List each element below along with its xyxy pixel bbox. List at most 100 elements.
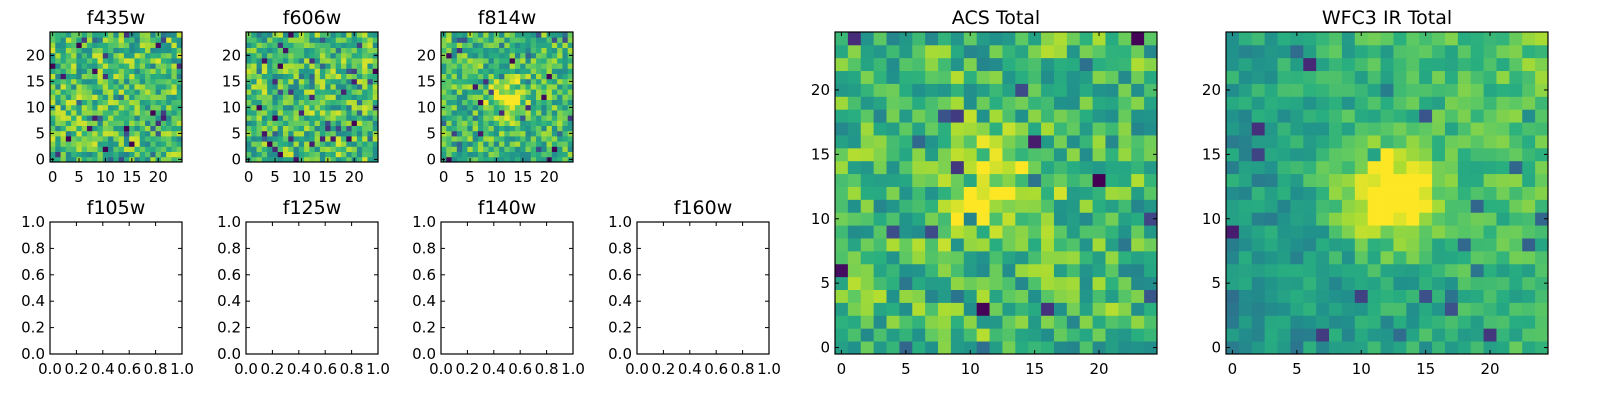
heatmap-cell bbox=[1419, 250, 1433, 265]
heatmap-cell bbox=[118, 120, 125, 126]
heatmap-cell bbox=[886, 44, 900, 59]
heatmap-cell bbox=[536, 58, 542, 64]
heatmap-cell bbox=[1380, 57, 1394, 72]
panel-title: f160w bbox=[674, 197, 733, 219]
heatmap-cell bbox=[272, 47, 279, 54]
heatmap-cell bbox=[1118, 315, 1132, 329]
heatmap-cell bbox=[462, 47, 468, 54]
heatmap-cell bbox=[472, 73, 479, 80]
heatmap-cell bbox=[293, 146, 300, 152]
heatmap-cell bbox=[462, 141, 468, 147]
heatmap-cell bbox=[886, 263, 900, 278]
heatmap-cell bbox=[1066, 70, 1081, 84]
heatmap-cell bbox=[1535, 328, 1549, 342]
heatmap-cell bbox=[1522, 122, 1536, 136]
heatmap-cell bbox=[1041, 276, 1055, 290]
heatmap-cell bbox=[456, 52, 463, 59]
heatmap-cell bbox=[335, 151, 342, 158]
heatmap-cell bbox=[886, 315, 900, 329]
heatmap-cell bbox=[1419, 199, 1433, 213]
heatmap-cell bbox=[166, 68, 172, 74]
axes-frame bbox=[440, 31, 574, 163]
heatmap-cell bbox=[541, 99, 547, 106]
heatmap-cell bbox=[446, 42, 452, 48]
heatmap-cell bbox=[108, 73, 114, 80]
heatmap-cell bbox=[356, 52, 363, 59]
heatmap-cell bbox=[557, 136, 563, 142]
heatmap-cell bbox=[1053, 328, 1068, 342]
x-tick-label: 0 bbox=[244, 168, 254, 186]
heatmap-cell bbox=[367, 110, 374, 116]
heatmap-cell bbox=[65, 47, 72, 54]
heatmap-cell bbox=[150, 32, 156, 38]
heatmap-cell bbox=[1131, 32, 1145, 46]
heatmap-cell bbox=[488, 120, 495, 126]
heatmap-cell bbox=[1341, 250, 1356, 265]
y-tick-label: 0.0 bbox=[21, 345, 45, 363]
heatmap-cell bbox=[1316, 135, 1330, 149]
heatmap-cell bbox=[1028, 186, 1042, 200]
heatmap-cell bbox=[1277, 263, 1291, 278]
heatmap-cell bbox=[171, 68, 178, 74]
heatmap-cell bbox=[288, 156, 294, 163]
heatmap-cell bbox=[1509, 135, 1523, 149]
heatmap-cell bbox=[1406, 109, 1420, 123]
heatmap-cell bbox=[446, 130, 452, 137]
heatmap-cell bbox=[351, 73, 358, 80]
heatmap-cell bbox=[92, 151, 98, 158]
heatmap-cell bbox=[246, 110, 252, 116]
heatmap-cell bbox=[1380, 238, 1394, 252]
heatmap-cell bbox=[1015, 212, 1029, 226]
heatmap-cell bbox=[462, 130, 468, 137]
heatmap-cell bbox=[145, 104, 151, 111]
heatmap-cell bbox=[456, 99, 463, 106]
heatmap-cell bbox=[1406, 147, 1420, 162]
heatmap-cell bbox=[335, 141, 342, 147]
heatmap-cell bbox=[462, 125, 468, 132]
heatmap-cell bbox=[97, 94, 104, 100]
heatmap-cell bbox=[499, 146, 505, 152]
heatmap-cell bbox=[282, 47, 289, 54]
heatmap-cell bbox=[86, 115, 93, 121]
heatmap-cell bbox=[1329, 199, 1343, 213]
heatmap-cell bbox=[309, 47, 316, 54]
heatmap-cell bbox=[293, 110, 300, 116]
heatmap-cell bbox=[525, 110, 532, 116]
heatmap-cell bbox=[835, 96, 849, 110]
heatmap-cell bbox=[976, 32, 990, 46]
heatmap-cell bbox=[1470, 70, 1484, 84]
heatmap-cell bbox=[1303, 341, 1317, 355]
heatmap-cell bbox=[1041, 250, 1055, 265]
heatmap-cell bbox=[847, 70, 862, 84]
heatmap-cell bbox=[1079, 238, 1093, 252]
heatmap-cell bbox=[462, 63, 468, 69]
heatmap-cell bbox=[304, 99, 310, 106]
heatmap-cell bbox=[251, 68, 257, 74]
heatmap-cell bbox=[86, 94, 93, 100]
heatmap-cell bbox=[166, 37, 172, 43]
heatmap-cell bbox=[325, 84, 331, 90]
heatmap-cell bbox=[1316, 122, 1330, 136]
heatmap-cell bbox=[456, 47, 463, 54]
heatmap-cell bbox=[288, 68, 294, 74]
heatmap-cell bbox=[1015, 302, 1029, 316]
heatmap-cell bbox=[246, 68, 252, 74]
heatmap-cell bbox=[1251, 276, 1266, 290]
heatmap-cell bbox=[477, 89, 484, 95]
y-tick-label: 0.6 bbox=[21, 266, 45, 284]
heatmap-cell bbox=[1419, 276, 1433, 290]
heatmap-cell bbox=[1105, 109, 1119, 123]
heatmap-cell bbox=[272, 84, 279, 90]
heatmap-cell bbox=[86, 130, 93, 137]
heatmap-cell bbox=[1066, 160, 1081, 175]
heatmap-cell bbox=[912, 57, 926, 72]
heatmap-cell bbox=[351, 99, 358, 106]
heatmap-cell bbox=[1041, 302, 1055, 316]
heatmap-cell bbox=[86, 58, 93, 64]
heatmap-cell bbox=[1483, 263, 1497, 278]
heatmap-cell bbox=[1303, 57, 1317, 72]
heatmap-cell bbox=[108, 58, 114, 64]
heatmap-cell bbox=[356, 42, 363, 48]
heatmap-cell bbox=[899, 160, 913, 175]
heatmap-cell bbox=[557, 125, 563, 132]
